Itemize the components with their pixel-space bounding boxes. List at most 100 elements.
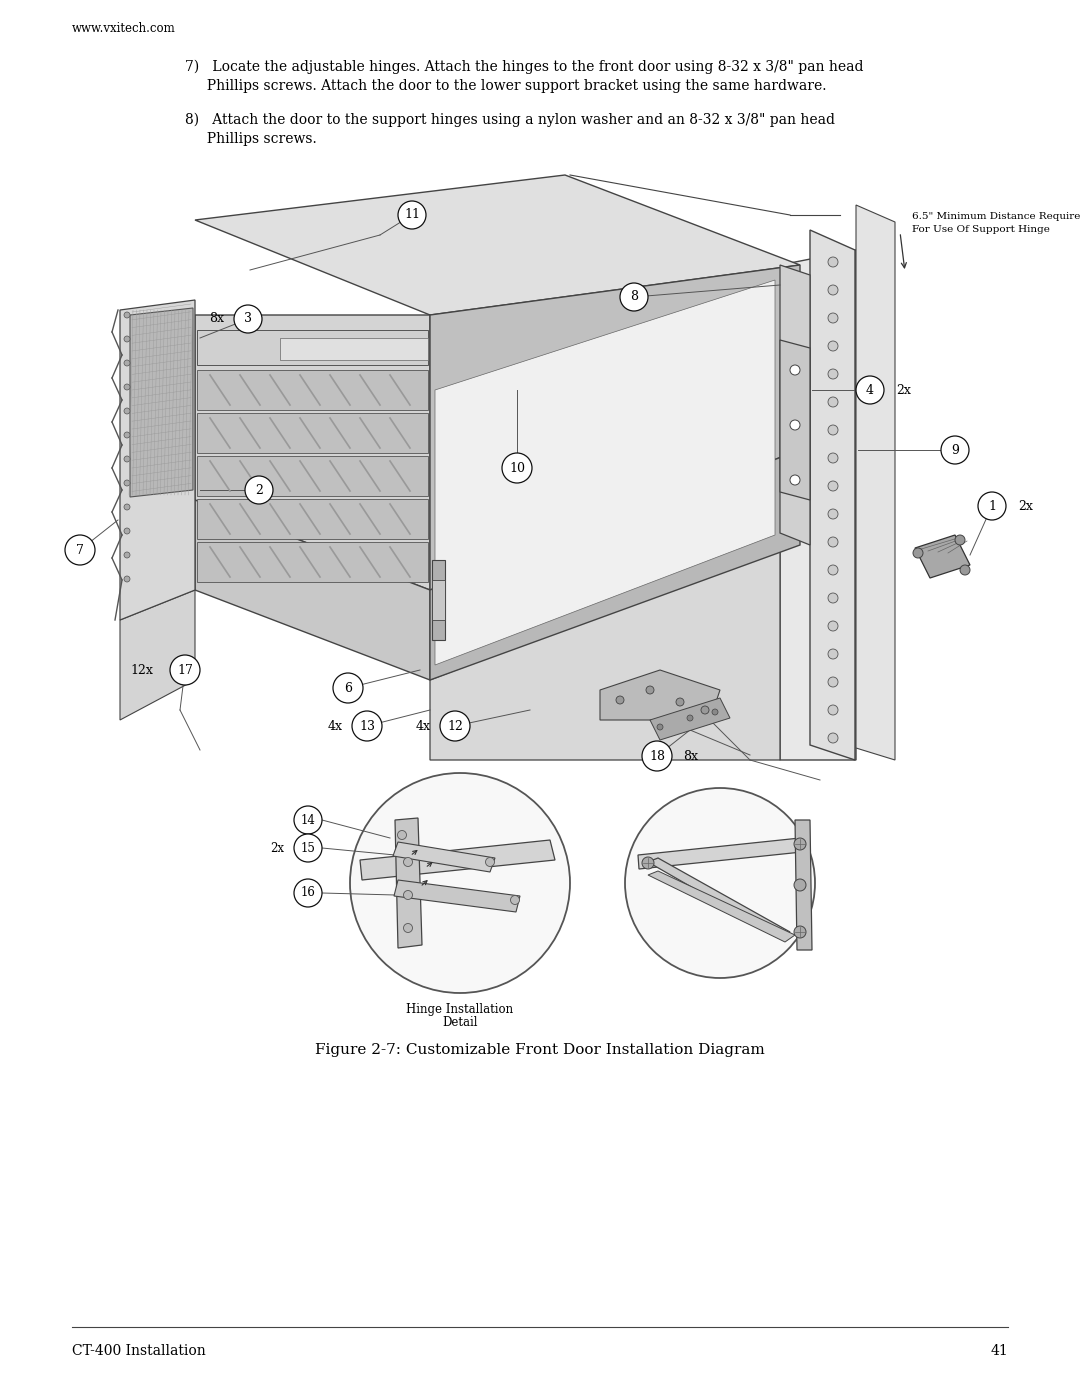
Polygon shape bbox=[780, 265, 810, 545]
Polygon shape bbox=[197, 370, 428, 409]
Circle shape bbox=[502, 453, 532, 483]
Polygon shape bbox=[430, 265, 780, 680]
Text: 8x: 8x bbox=[210, 313, 224, 326]
Text: 2: 2 bbox=[255, 483, 262, 496]
Circle shape bbox=[828, 592, 838, 604]
Polygon shape bbox=[648, 858, 789, 937]
Circle shape bbox=[828, 705, 838, 715]
Circle shape bbox=[794, 926, 806, 937]
Circle shape bbox=[828, 285, 838, 295]
Circle shape bbox=[124, 408, 130, 414]
Text: 4: 4 bbox=[866, 384, 874, 397]
Polygon shape bbox=[197, 455, 428, 496]
Circle shape bbox=[657, 724, 663, 731]
Polygon shape bbox=[810, 231, 855, 760]
Circle shape bbox=[440, 711, 470, 740]
Circle shape bbox=[170, 655, 200, 685]
Polygon shape bbox=[856, 205, 895, 760]
Polygon shape bbox=[435, 279, 775, 665]
Circle shape bbox=[124, 360, 130, 366]
Text: 3: 3 bbox=[244, 313, 252, 326]
Circle shape bbox=[828, 313, 838, 323]
Circle shape bbox=[701, 705, 708, 714]
Text: 1: 1 bbox=[988, 500, 996, 513]
Text: 8x: 8x bbox=[683, 750, 698, 763]
Text: Phillips screws.: Phillips screws. bbox=[185, 131, 316, 147]
Polygon shape bbox=[780, 250, 856, 760]
Circle shape bbox=[828, 536, 838, 548]
Circle shape bbox=[828, 257, 838, 267]
Circle shape bbox=[294, 806, 322, 834]
Circle shape bbox=[828, 453, 838, 462]
Polygon shape bbox=[915, 535, 970, 578]
Circle shape bbox=[124, 504, 130, 510]
Text: 16: 16 bbox=[300, 887, 315, 900]
Circle shape bbox=[397, 830, 406, 840]
Text: 15: 15 bbox=[300, 841, 315, 855]
Polygon shape bbox=[430, 450, 800, 680]
Polygon shape bbox=[780, 339, 810, 500]
Circle shape bbox=[960, 564, 970, 576]
Circle shape bbox=[124, 481, 130, 486]
Circle shape bbox=[789, 475, 800, 485]
Text: 12x: 12x bbox=[130, 664, 153, 676]
Polygon shape bbox=[432, 560, 445, 640]
Text: 7)   Locate the adjustable hinges. Attach the hinges to the front door using 8-3: 7) Locate the adjustable hinges. Attach … bbox=[185, 60, 864, 74]
Text: 4x: 4x bbox=[219, 483, 234, 496]
Circle shape bbox=[828, 369, 838, 379]
Polygon shape bbox=[195, 314, 430, 590]
Polygon shape bbox=[430, 265, 800, 590]
Circle shape bbox=[124, 576, 130, 583]
Text: 9: 9 bbox=[951, 443, 959, 457]
Circle shape bbox=[642, 740, 672, 771]
Circle shape bbox=[245, 476, 273, 504]
Text: 8)   Attach the door to the support hinges using a nylon washer and an 8-32 x 3/: 8) Attach the door to the support hinges… bbox=[185, 113, 835, 127]
Circle shape bbox=[789, 420, 800, 430]
Text: Figure 2-7: Customizable Front Door Installation Diagram: Figure 2-7: Customizable Front Door Inst… bbox=[315, 1044, 765, 1058]
Text: Phillips screws. Attach the door to the lower support bracket using the same har: Phillips screws. Attach the door to the … bbox=[185, 80, 826, 94]
Circle shape bbox=[712, 710, 718, 715]
Circle shape bbox=[687, 715, 693, 721]
Polygon shape bbox=[395, 819, 422, 949]
Polygon shape bbox=[394, 880, 519, 912]
Circle shape bbox=[828, 564, 838, 576]
Circle shape bbox=[294, 879, 322, 907]
Text: CT-400 Installation: CT-400 Installation bbox=[72, 1344, 206, 1358]
Polygon shape bbox=[120, 300, 195, 620]
Circle shape bbox=[625, 788, 815, 978]
Text: 2x: 2x bbox=[1018, 500, 1032, 513]
Circle shape bbox=[828, 425, 838, 434]
Polygon shape bbox=[197, 414, 428, 453]
Text: 14: 14 bbox=[300, 813, 315, 827]
Circle shape bbox=[828, 733, 838, 743]
Circle shape bbox=[676, 698, 684, 705]
Polygon shape bbox=[650, 698, 730, 740]
Circle shape bbox=[124, 384, 130, 390]
Polygon shape bbox=[795, 820, 812, 950]
Polygon shape bbox=[195, 500, 430, 680]
Circle shape bbox=[828, 622, 838, 631]
Circle shape bbox=[955, 535, 966, 545]
Circle shape bbox=[352, 711, 382, 740]
Circle shape bbox=[642, 856, 654, 869]
Circle shape bbox=[646, 686, 654, 694]
Polygon shape bbox=[280, 338, 428, 360]
Text: 11: 11 bbox=[404, 208, 420, 222]
Polygon shape bbox=[130, 307, 193, 497]
Circle shape bbox=[124, 455, 130, 462]
Circle shape bbox=[828, 650, 838, 659]
Polygon shape bbox=[197, 499, 428, 539]
Text: 12: 12 bbox=[447, 719, 463, 732]
Circle shape bbox=[65, 535, 95, 564]
Polygon shape bbox=[638, 838, 802, 869]
Circle shape bbox=[794, 838, 806, 849]
Polygon shape bbox=[195, 175, 800, 314]
Text: For Use Of Support Hinge: For Use Of Support Hinge bbox=[912, 225, 1050, 235]
Circle shape bbox=[978, 492, 1005, 520]
Polygon shape bbox=[600, 671, 720, 719]
Polygon shape bbox=[430, 545, 780, 760]
Text: 18: 18 bbox=[649, 750, 665, 763]
Circle shape bbox=[234, 305, 262, 332]
Text: 8: 8 bbox=[630, 291, 638, 303]
Text: 2x: 2x bbox=[896, 384, 910, 397]
